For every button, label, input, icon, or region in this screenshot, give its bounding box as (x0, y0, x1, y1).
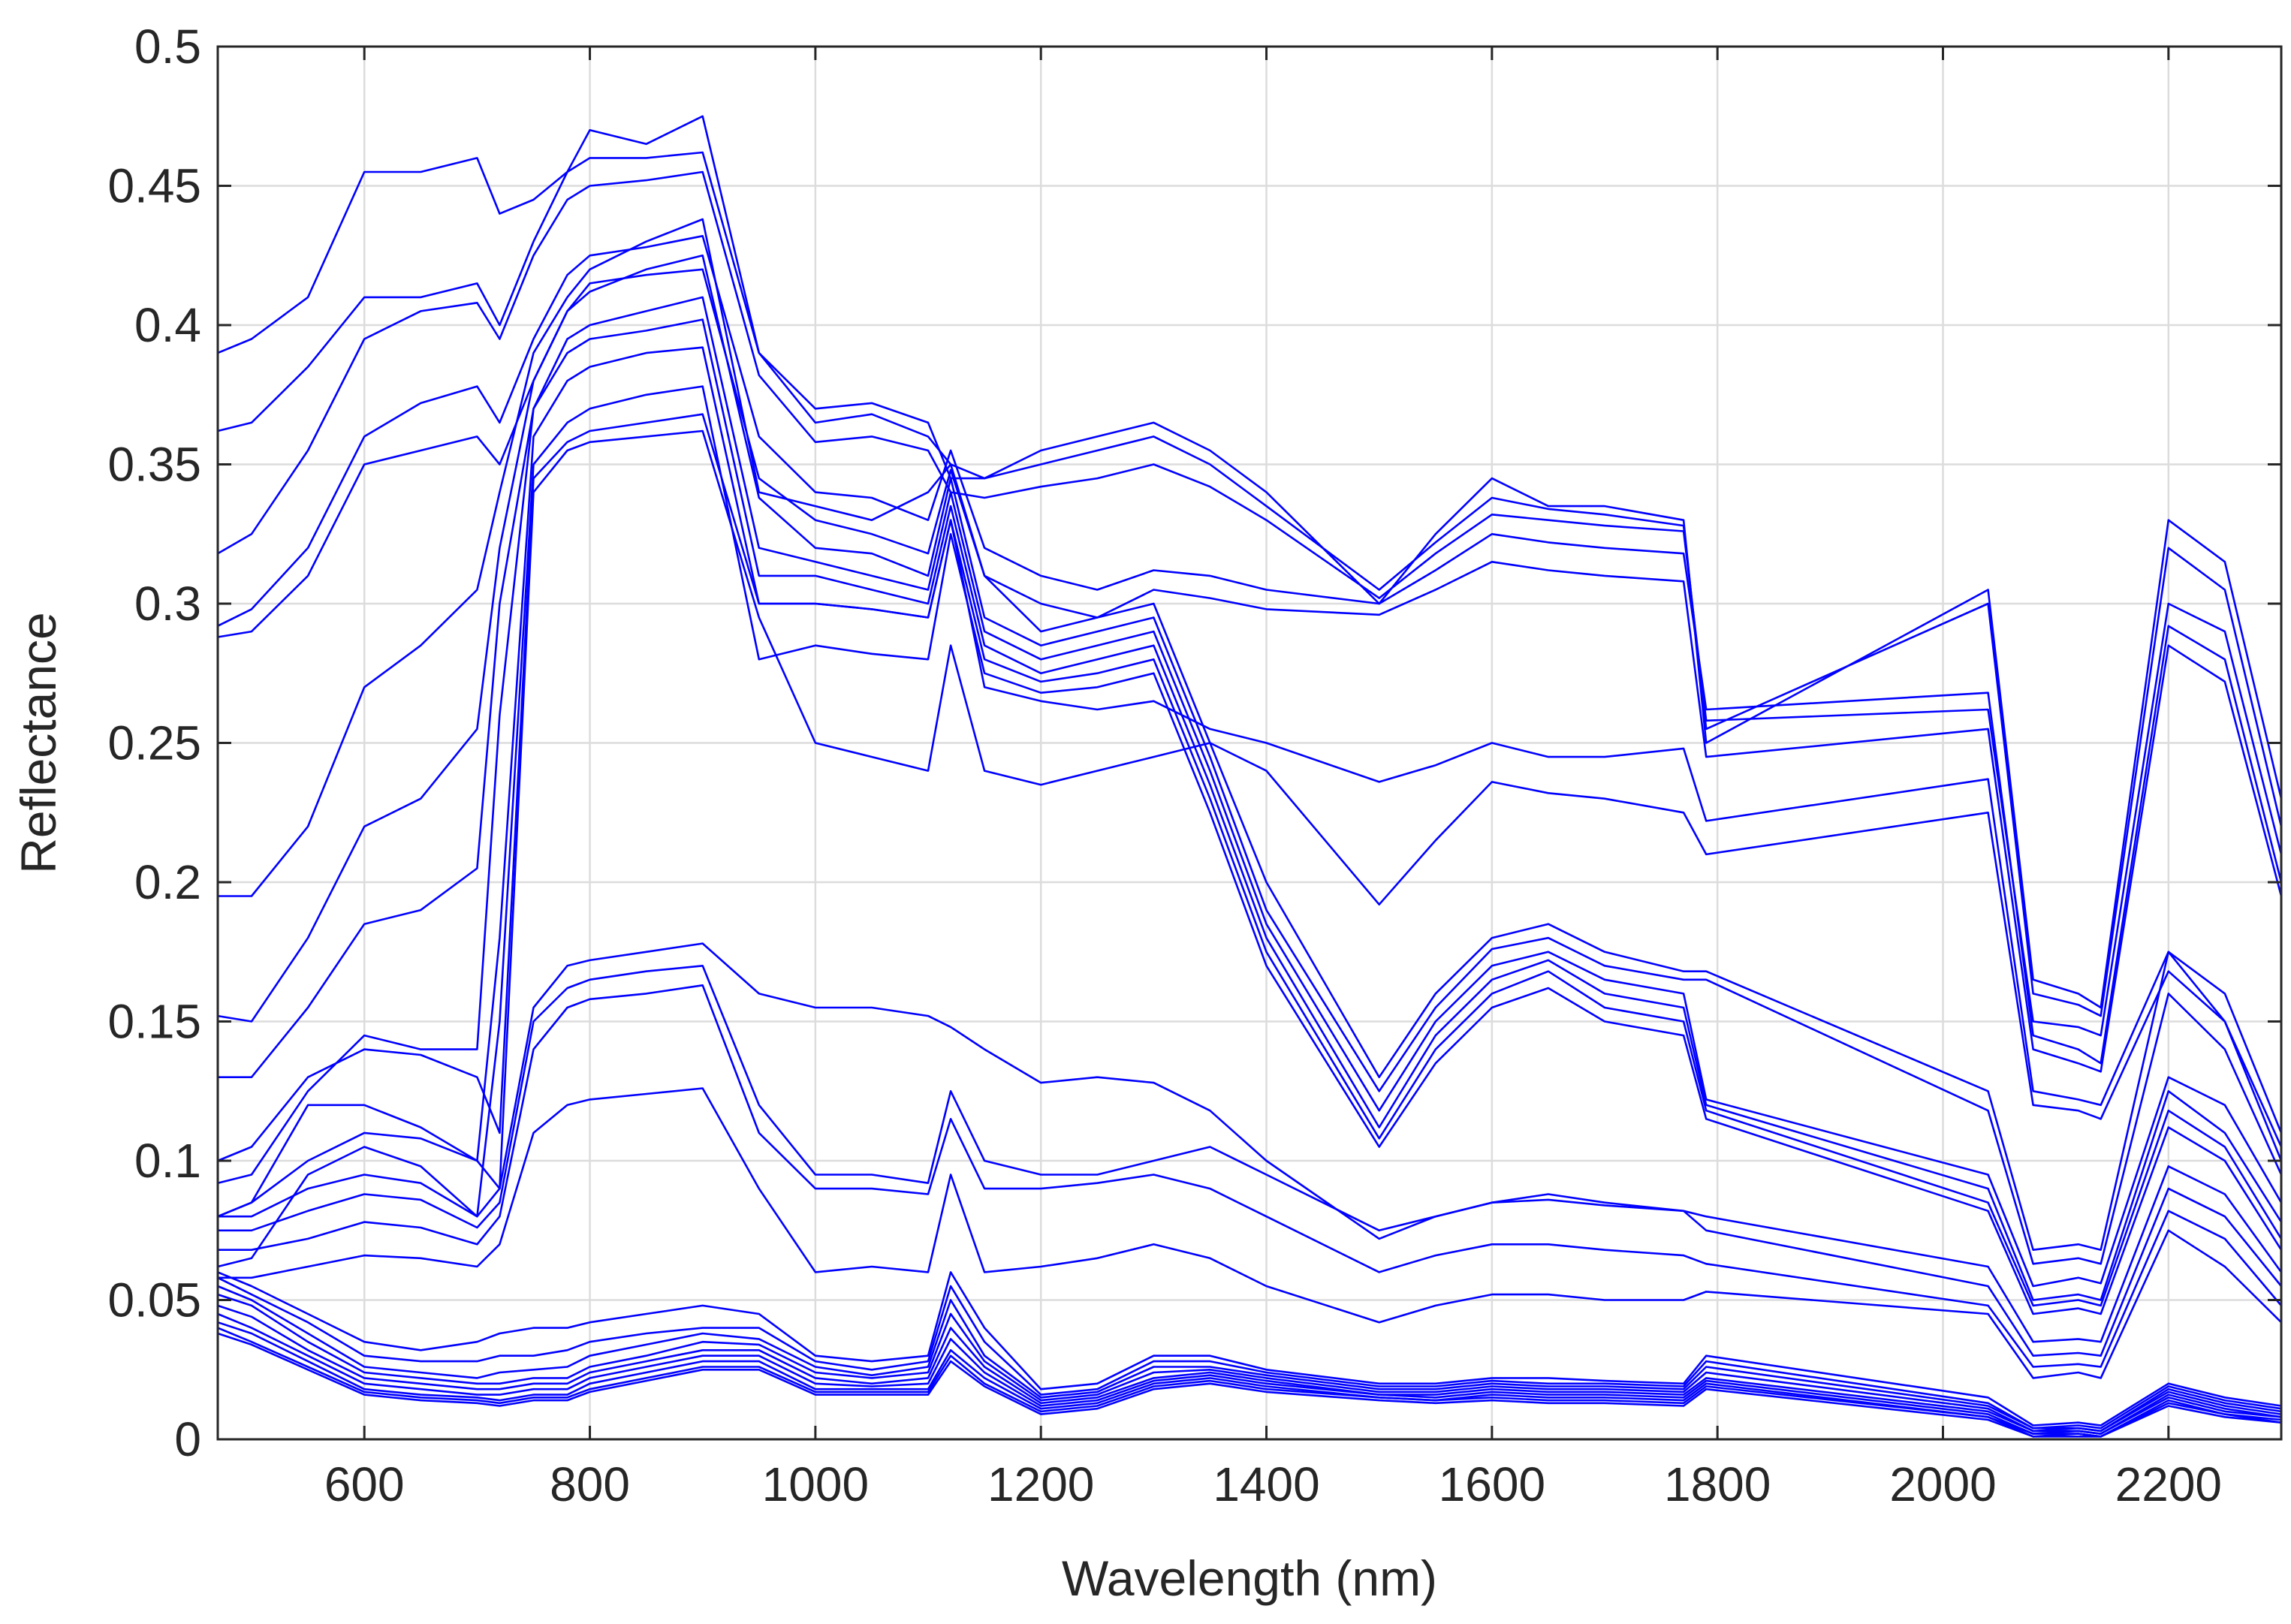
series-line-s12 (216, 413, 2283, 1162)
series-line-s15 (216, 965, 2283, 1357)
y-tick-label: 0.05 (107, 1273, 201, 1327)
series-line-s7 (216, 254, 2283, 1265)
x-tick-label: 1800 (1664, 1457, 1771, 1511)
series-line-s9 (216, 318, 2283, 1301)
x-tick-label: 800 (550, 1457, 630, 1511)
x-tick-label: 2000 (1889, 1457, 1996, 1511)
y-tick-label: 0.1 (134, 1134, 201, 1188)
series-line-s21 (216, 1293, 2283, 1433)
series-line-s3 (216, 170, 2283, 1037)
series-line-s11 (216, 385, 2283, 1315)
y-tick-label: 0.15 (107, 995, 201, 1049)
x-tick-label: 1200 (987, 1457, 1094, 1511)
series-line-s13 (216, 429, 2283, 1218)
series-line-s8 (216, 296, 2283, 1288)
series-line-s4 (216, 234, 2283, 1065)
series-line-s18 (216, 1271, 2283, 1427)
series-line-s1 (216, 115, 2283, 1009)
x-tick-label: 2200 (2115, 1457, 2222, 1511)
series-lines (216, 115, 2283, 1438)
x-tick-label: 1600 (1439, 1457, 1545, 1511)
series-line-s6 (216, 218, 2283, 1251)
x-tick-label: 1400 (1213, 1457, 1319, 1511)
y-tick-label: 0.3 (134, 577, 201, 631)
y-tick-label: 0.35 (107, 438, 201, 492)
series-line-s23 (216, 1312, 2283, 1435)
y-tick-label: 0 (174, 1412, 201, 1466)
y-tick-label: 0.5 (134, 20, 201, 74)
series-line-s20 (216, 1285, 2283, 1433)
axes (216, 45, 2283, 1441)
y-tick-label: 0.2 (134, 855, 201, 909)
series-line-s2 (216, 151, 2283, 1017)
series-line-s22 (216, 1304, 2283, 1435)
series-line-s19 (216, 1276, 2283, 1430)
series-line-s17 (216, 1087, 2283, 1379)
x-tick-label: 1000 (762, 1457, 869, 1511)
y-tick-label: 0.45 (107, 159, 201, 213)
series-line-s5 (216, 268, 2283, 1073)
series-line-s16 (216, 984, 2283, 1368)
y-axis-label: Reflectance (11, 612, 66, 874)
x-axis-label: Wavelength (nm) (1062, 1550, 1437, 1606)
series-line-s26 (216, 1332, 2283, 1438)
y-tick-label: 0.25 (107, 716, 201, 770)
series-line-s10 (216, 346, 2283, 1307)
series-line-s14 (216, 942, 2283, 1343)
y-tick-label: 0.4 (134, 298, 201, 352)
series-line-s25 (216, 1327, 2283, 1438)
tick-labels: 600 800 1000 1200 1400 1600 1800 2000 2200 0 0.05 0… (107, 20, 2222, 1511)
x-tick-label: 600 (324, 1457, 405, 1511)
grid-lines (218, 45, 2281, 1441)
